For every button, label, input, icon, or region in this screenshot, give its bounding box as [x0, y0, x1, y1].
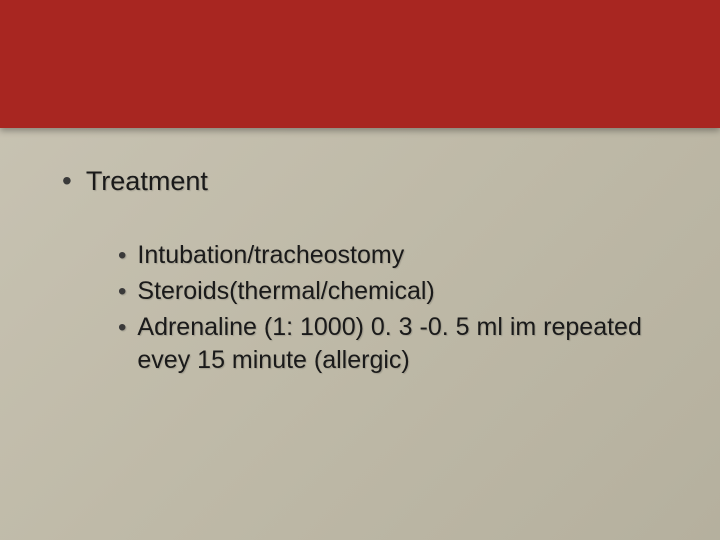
content-area: • Treatment • Intubation/tracheostomy • … [0, 128, 720, 540]
item-text: Intubation/tracheostomy [137, 239, 670, 273]
bullet-icon: • [118, 311, 126, 345]
main-heading: • Treatment [62, 166, 670, 197]
sub-list: • Intubation/tracheostomy • Steroids(the… [118, 239, 670, 378]
heading-text: Treatment [86, 166, 208, 197]
list-item: • Steroids(thermal/chemical) [118, 275, 670, 309]
bullet-icon: • [118, 239, 126, 273]
bullet-icon: • [118, 275, 126, 309]
header-band [0, 0, 720, 128]
slide-container: • Treatment • Intubation/tracheostomy • … [0, 0, 720, 540]
item-text: Adrenaline (1: 1000) 0. 3 -0. 5 ml im re… [137, 311, 670, 379]
list-item: • Adrenaline (1: 1000) 0. 3 -0. 5 ml im … [118, 311, 670, 379]
bullet-icon: • [62, 167, 72, 195]
list-item: • Intubation/tracheostomy [118, 239, 670, 273]
item-text: Steroids(thermal/chemical) [137, 275, 670, 309]
